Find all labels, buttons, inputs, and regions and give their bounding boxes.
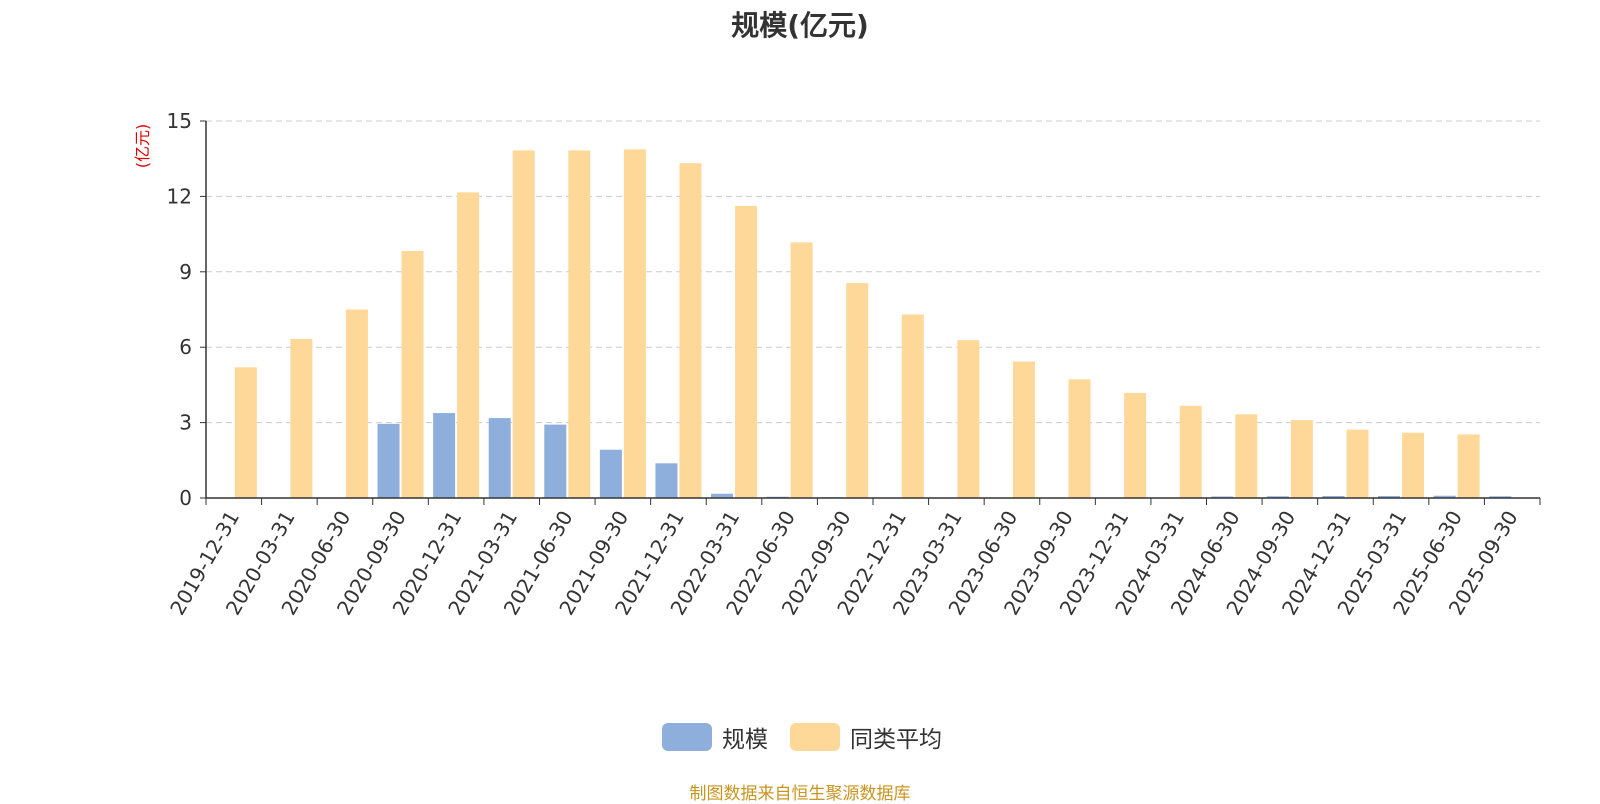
y-axis-title: (亿元) <box>133 124 152 169</box>
y-tick-label: 3 <box>179 411 192 435</box>
y-tick-label: 12 <box>167 184 192 208</box>
bar[interactable] <box>599 449 622 498</box>
bars <box>234 149 1512 499</box>
y-tick-label: 6 <box>179 335 192 359</box>
y-tick-label: 9 <box>179 260 192 284</box>
y-tick-label: 0 <box>179 486 192 510</box>
bar[interactable] <box>846 283 869 498</box>
bar[interactable] <box>377 423 400 498</box>
grid-lines <box>206 120 1540 424</box>
bar[interactable] <box>735 205 758 498</box>
legend-label-peer-average: 同类平均 <box>850 727 942 753</box>
bar[interactable] <box>1179 405 1202 498</box>
bar[interactable] <box>1290 420 1313 498</box>
y-tick-label: 15 <box>167 109 192 133</box>
bar[interactable] <box>1211 496 1234 498</box>
bar[interactable] <box>790 242 813 498</box>
bar[interactable] <box>457 192 480 498</box>
bar[interactable] <box>623 149 646 498</box>
bar[interactable] <box>1266 496 1289 498</box>
bar[interactable] <box>544 424 567 498</box>
bar[interactable] <box>1457 434 1480 498</box>
bar[interactable] <box>512 150 535 498</box>
bar[interactable] <box>401 250 424 498</box>
bar[interactable] <box>1433 495 1456 498</box>
bar[interactable] <box>711 493 734 498</box>
legend-item-scale[interactable]: 规模 <box>662 722 768 753</box>
bar[interactable] <box>1012 361 1035 498</box>
legend-item-peer-average[interactable]: 同类平均 <box>790 722 942 753</box>
bar[interactable] <box>679 163 702 498</box>
legend-swatch-scale <box>662 723 712 751</box>
bar[interactable] <box>957 340 980 498</box>
bar[interactable] <box>1235 414 1258 498</box>
bar[interactable] <box>1489 496 1512 498</box>
bar[interactable] <box>1402 432 1425 498</box>
legend-label-scale: 规模 <box>722 727 768 753</box>
bar[interactable] <box>234 367 257 498</box>
bar[interactable] <box>433 413 456 498</box>
bar[interactable] <box>1068 379 1091 498</box>
source-note: 制图数据来自恒生聚源数据库 <box>689 784 911 804</box>
bar[interactable] <box>1124 392 1147 498</box>
bar[interactable] <box>1378 495 1401 498</box>
bar[interactable] <box>1346 429 1369 498</box>
chart-title: 规模(亿元) <box>731 9 869 42</box>
bar[interactable] <box>901 314 924 498</box>
bar[interactable] <box>345 309 368 499</box>
bar[interactable] <box>568 150 591 498</box>
bar[interactable] <box>488 418 511 498</box>
bar[interactable] <box>655 463 678 498</box>
legend-swatch-peer-average <box>790 723 840 751</box>
bar[interactable] <box>290 338 313 498</box>
bar[interactable] <box>1322 495 1345 498</box>
